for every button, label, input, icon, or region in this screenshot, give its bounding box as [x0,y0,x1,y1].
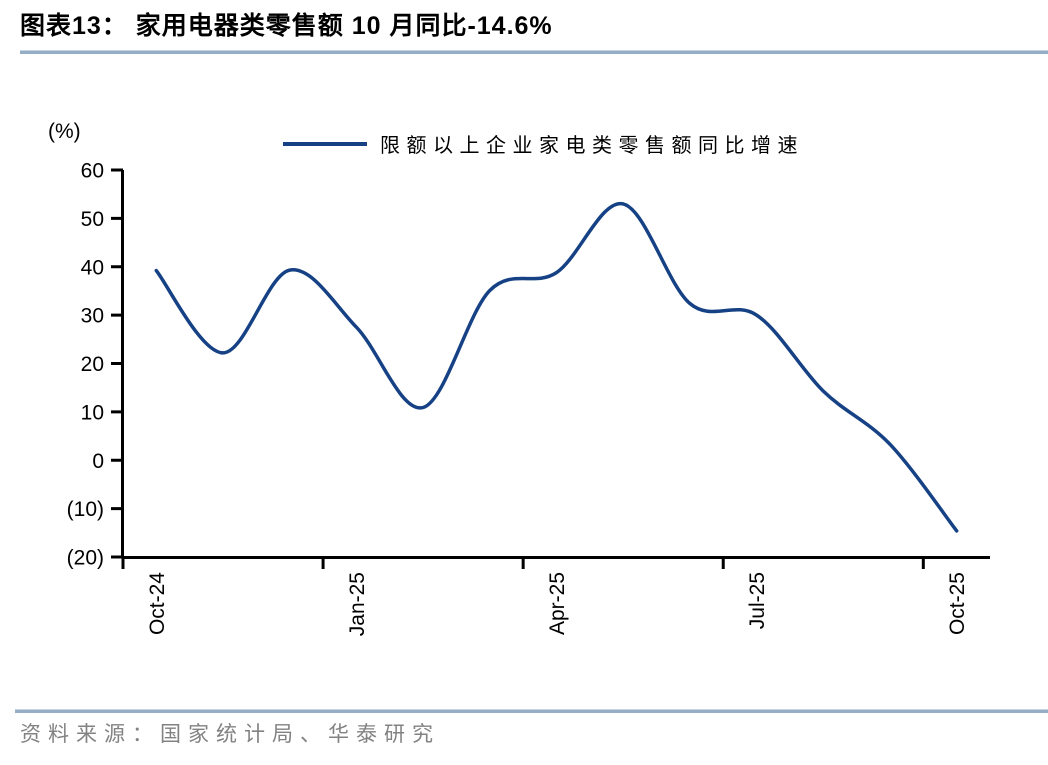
legend-label: 限额以上企业家电类零售额同比增速 [380,134,804,157]
footer-divider [15,709,1048,713]
x-tick-label: Oct-25 [946,572,969,635]
y-tick-label: 40 [81,256,104,279]
y-tick-label: 50 [81,208,104,231]
y-tick-label: 0 [92,450,104,473]
y-axis-unit-label: (%) [48,120,81,143]
x-tick-label: Jul-25 [746,572,769,629]
y-tick-label: (10) [67,498,104,521]
y-tick-label: 10 [81,401,104,424]
y-tick-label: 20 [81,353,104,376]
x-tick-label: Oct-24 [146,572,169,635]
y-tick-label: 30 [81,305,104,328]
figure-title: 图表13： 家用电器类零售额 10 月同比-14.6% [20,12,553,40]
y-tick-label: 60 [81,160,104,183]
title-divider [20,50,1048,54]
data-series-line [154,202,959,533]
source-note: 资料来源：国家统计局、华泰研究 [20,722,440,746]
x-tick-label: Apr-25 [546,572,569,635]
y-tick-label: (20) [67,547,104,570]
x-tick-label: Jan-25 [346,572,369,636]
